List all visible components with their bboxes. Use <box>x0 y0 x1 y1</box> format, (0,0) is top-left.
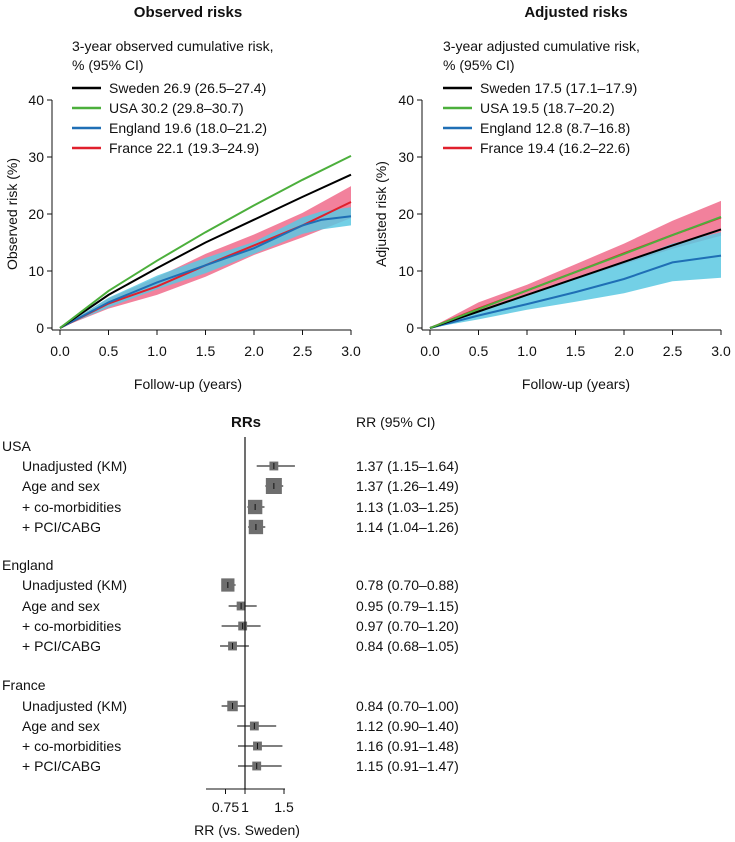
forest-row-label: + co-morbidities <box>22 499 121 515</box>
observed-x-axis-label: Follow-up (years) <box>134 376 242 392</box>
observed-x-tick-label: 0.5 <box>99 343 119 359</box>
observed-y-tick-label: 30 <box>28 149 44 165</box>
forest-ci-text: 1.12 (0.90–1.40) <box>356 718 459 734</box>
adjusted-legend-label-3: France 19.4 (16.2–22.6) <box>480 140 630 156</box>
adjusted-y-tick-label: 0 <box>406 320 414 336</box>
forest-ci-text: 1.37 (1.26–1.49) <box>356 478 459 494</box>
forest-ci-header: RR (95% CI) <box>356 414 435 430</box>
observed-legend-title-line1: 3-year observed cumulative risk, <box>72 38 274 54</box>
observed-legend-label-2: England 19.6 (18.0–21.2) <box>109 120 267 136</box>
adjusted-series-line-0 <box>429 228 722 329</box>
adjusted-ci-band-3 <box>430 200 721 328</box>
adjusted-x-tick-label: 1.5 <box>566 343 586 359</box>
adjusted-x-tick-label: 2.5 <box>663 343 683 359</box>
adjusted-legend-label-0: Sweden 17.5 (17.1–17.9) <box>480 80 637 96</box>
forest-row-label: + co-morbidities <box>22 738 121 754</box>
observed-risks-chart: Observed risks 3-year observed cumulativ… <box>4 4 361 392</box>
adjusted-legend-title-line2: % (95% CI) <box>443 57 515 73</box>
forest-row-label: Unadjusted (KM) <box>22 458 127 474</box>
forest-title: RRs <box>231 414 261 431</box>
observed-x-tick-label: 2.5 <box>293 343 313 359</box>
forest-row-label: Unadjusted (KM) <box>22 577 127 593</box>
forest-ci-text: 1.16 (0.91–1.48) <box>356 738 459 754</box>
observed-legend-title-line2: % (95% CI) <box>72 57 144 73</box>
adjusted-x-tick-label: 0.5 <box>469 343 489 359</box>
forest-row-label: + PCI/CABG <box>22 519 101 535</box>
forest-ci-text: 1.37 (1.15–1.64) <box>356 458 459 474</box>
forest-ci-text: 0.97 (0.70–1.20) <box>356 618 459 634</box>
observed-x-tick-label: 0.0 <box>50 343 70 359</box>
forest-group-label-1: England <box>2 557 53 573</box>
forest-row-label: Age and sex <box>22 478 100 494</box>
observed-y-tick-label: 0 <box>36 320 44 336</box>
adjusted-y-tick-label: 40 <box>398 92 414 108</box>
forest-ci-text: 0.84 (0.68–1.05) <box>356 638 459 654</box>
adjusted-x-axis-label: Follow-up (years) <box>522 376 630 392</box>
adjusted-y-tick-label: 30 <box>398 149 414 165</box>
adjusted-series-line-1 <box>429 215 722 329</box>
forest-x-tick-label: 1 <box>241 799 249 815</box>
adjusted-y-axis-label: Adjusted risk (%) <box>373 161 389 267</box>
forest-row-label: Unadjusted (KM) <box>22 698 127 714</box>
forest-row-label: Age and sex <box>22 718 100 734</box>
forest-x-axis-label: RR (vs. Sweden) <box>194 822 300 838</box>
forest-plot: RRs RR (95% CI) RR (vs. Sweden) USA Unadj… <box>2 414 459 838</box>
adjusted-x-tick-label: 1.0 <box>517 343 537 359</box>
forest-ci-text: 1.14 (1.04–1.26) <box>356 519 459 535</box>
forest-row-label: + co-morbidities <box>22 618 121 634</box>
forest-ci-text: 0.84 (0.70–1.00) <box>356 698 459 714</box>
observed-y-tick-label: 20 <box>28 206 44 222</box>
adjusted-legend-label-2: England 12.8 (8.7–16.8) <box>480 120 630 136</box>
observed-series-line-1 <box>59 155 352 329</box>
adjusted-chart-title: Adjusted risks <box>524 4 627 21</box>
adjusted-legend-label-1: USA 19.5 (18.7–20.2) <box>480 100 615 116</box>
adjusted-series-line-2 <box>429 254 722 329</box>
forest-x-tick-label: 1.5 <box>274 799 294 815</box>
adjusted-y-tick-label: 10 <box>398 263 414 279</box>
forest-group-label-0: USA <box>2 438 31 454</box>
observed-y-tick-label: 10 <box>28 263 44 279</box>
adjusted-y-tick-label: 20 <box>398 206 414 222</box>
observed-x-tick-label: 3.0 <box>341 343 361 359</box>
adjusted-legend-title-line1: 3-year adjusted cumulative risk, <box>443 38 640 54</box>
observed-x-tick-label: 2.0 <box>244 343 264 359</box>
forest-ci-text: 0.78 (0.70–0.88) <box>356 577 459 593</box>
forest-row-label: + PCI/CABG <box>22 758 101 774</box>
forest-ci-text: 0.95 (0.79–1.15) <box>356 598 459 614</box>
observed-legend-label-3: France 22.1 (19.3–24.9) <box>109 140 259 156</box>
forest-ci-text: 1.13 (1.03–1.25) <box>356 499 459 515</box>
observed-x-tick-label: 1.5 <box>196 343 216 359</box>
observed-y-tick-label: 40 <box>28 92 44 108</box>
observed-chart-title: Observed risks <box>134 4 242 21</box>
forest-row-label: + PCI/CABG <box>22 638 101 654</box>
adjusted-risks-chart: Adjusted risks 3-year adjusted cumulativ… <box>373 4 731 392</box>
forest-ci-text: 1.15 (0.91–1.47) <box>356 758 459 774</box>
adjusted-x-tick-label: 3.0 <box>711 343 731 359</box>
observed-series-line-0 <box>59 173 352 329</box>
observed-y-axis-label: Observed risk (%) <box>4 158 20 270</box>
forest-group-label-2: France <box>2 677 46 693</box>
forest-row-label: Age and sex <box>22 598 100 614</box>
observed-legend-label-0: Sweden 26.9 (26.5–27.4) <box>109 80 266 96</box>
adjusted-x-tick-label: 0.0 <box>420 343 440 359</box>
forest-x-tick-label: 0.75 <box>212 799 239 815</box>
adjusted-x-tick-label: 2.0 <box>614 343 634 359</box>
observed-legend-label-1: USA 30.2 (29.8–30.7) <box>109 100 244 116</box>
observed-series-line-2 <box>59 215 352 329</box>
observed-x-tick-label: 1.0 <box>147 343 167 359</box>
